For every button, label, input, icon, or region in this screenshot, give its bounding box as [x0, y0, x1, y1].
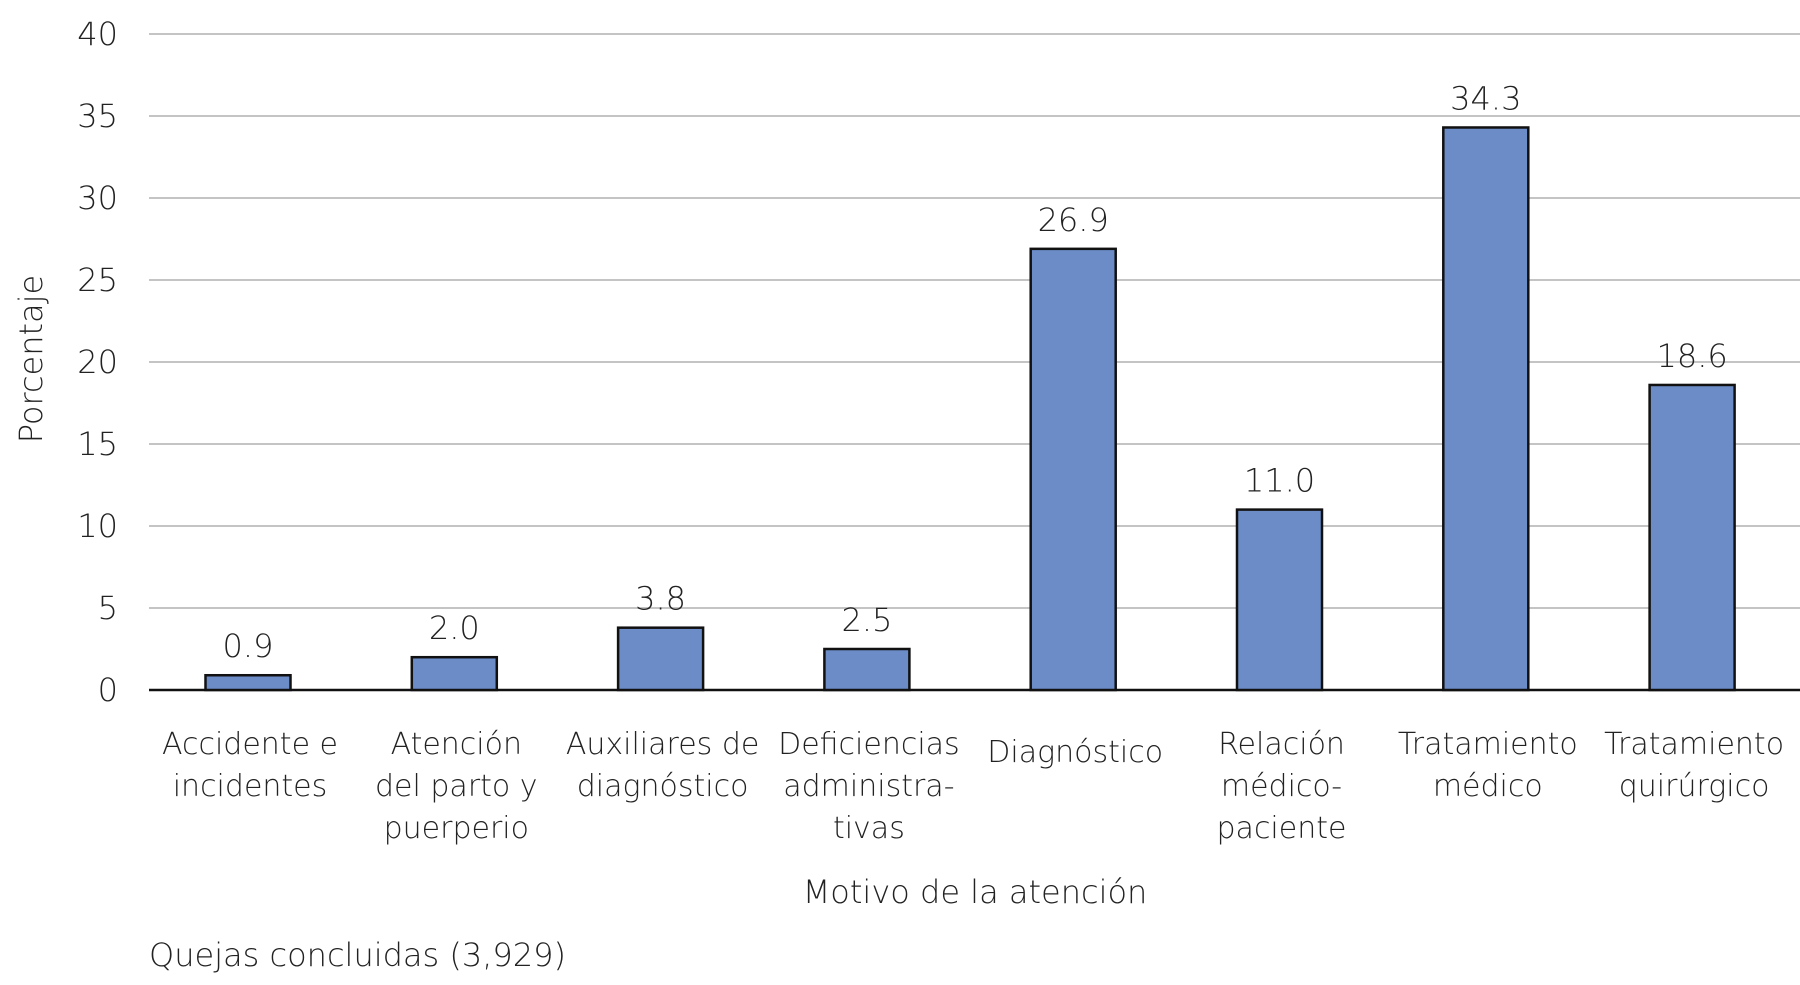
bar	[616, 626, 705, 692]
x-tick-label: Atención	[391, 727, 522, 762]
x-tick-label: quirúrgico	[1619, 769, 1770, 804]
data-label: 3.8	[635, 580, 686, 618]
data-label: 2.0	[429, 609, 480, 647]
x-tick-label: Accidente e	[162, 727, 338, 762]
x-tick-label: tivas	[833, 811, 905, 846]
x-tick-label: médico-	[1221, 769, 1342, 804]
chart-note: Quejas concluidas (3,929)	[149, 936, 566, 974]
bar	[1029, 247, 1117, 692]
data-label: 34.3	[1450, 79, 1521, 117]
x-axis-label: Motivo de la atención	[803, 873, 1148, 911]
y-tick-label: 15	[77, 425, 118, 463]
x-tick-label: médico	[1433, 769, 1543, 804]
x-tick-label: Auxiliares de	[566, 727, 759, 762]
bar	[1442, 126, 1530, 692]
data-label: 11.0	[1244, 462, 1315, 500]
x-tick-label: Tratamiento	[1398, 727, 1578, 762]
y-tick-label: 40	[77, 15, 118, 53]
x-tick-label: administra-	[783, 769, 954, 804]
y-axis-label: Porcentaje	[12, 275, 50, 443]
bar	[1235, 508, 1324, 692]
data-label: 26.9	[1038, 201, 1109, 239]
y-tick-label: 0	[98, 671, 118, 709]
bar	[410, 655, 499, 692]
x-tick-label: Tratamiento	[1604, 727, 1784, 762]
y-tick-label: 25	[77, 261, 118, 299]
x-tick-label: paciente	[1217, 811, 1347, 846]
y-tick-label: 10	[77, 507, 118, 545]
bar	[1648, 383, 1736, 692]
data-label: 0.9	[223, 627, 274, 665]
bar	[823, 647, 911, 692]
y-tick-label: 20	[77, 343, 118, 381]
bar	[204, 673, 292, 692]
y-tick-label: 5	[98, 589, 118, 627]
y-tick-label: 35	[77, 97, 118, 135]
x-tick-label: del parto y	[375, 769, 538, 804]
x-tick-label: puerperio	[384, 811, 529, 846]
x-tick-label: Diagnóstico	[987, 735, 1163, 770]
x-tick-label: Deficiencias	[778, 727, 960, 762]
y-tick-label: 30	[77, 179, 118, 217]
x-tick-label: Relación	[1218, 727, 1345, 762]
x-tick-label: diagnóstico	[577, 769, 749, 804]
x-tick-label: incidentes	[173, 769, 328, 804]
data-label: 18.6	[1656, 337, 1727, 375]
data-label: 2.5	[841, 601, 892, 639]
